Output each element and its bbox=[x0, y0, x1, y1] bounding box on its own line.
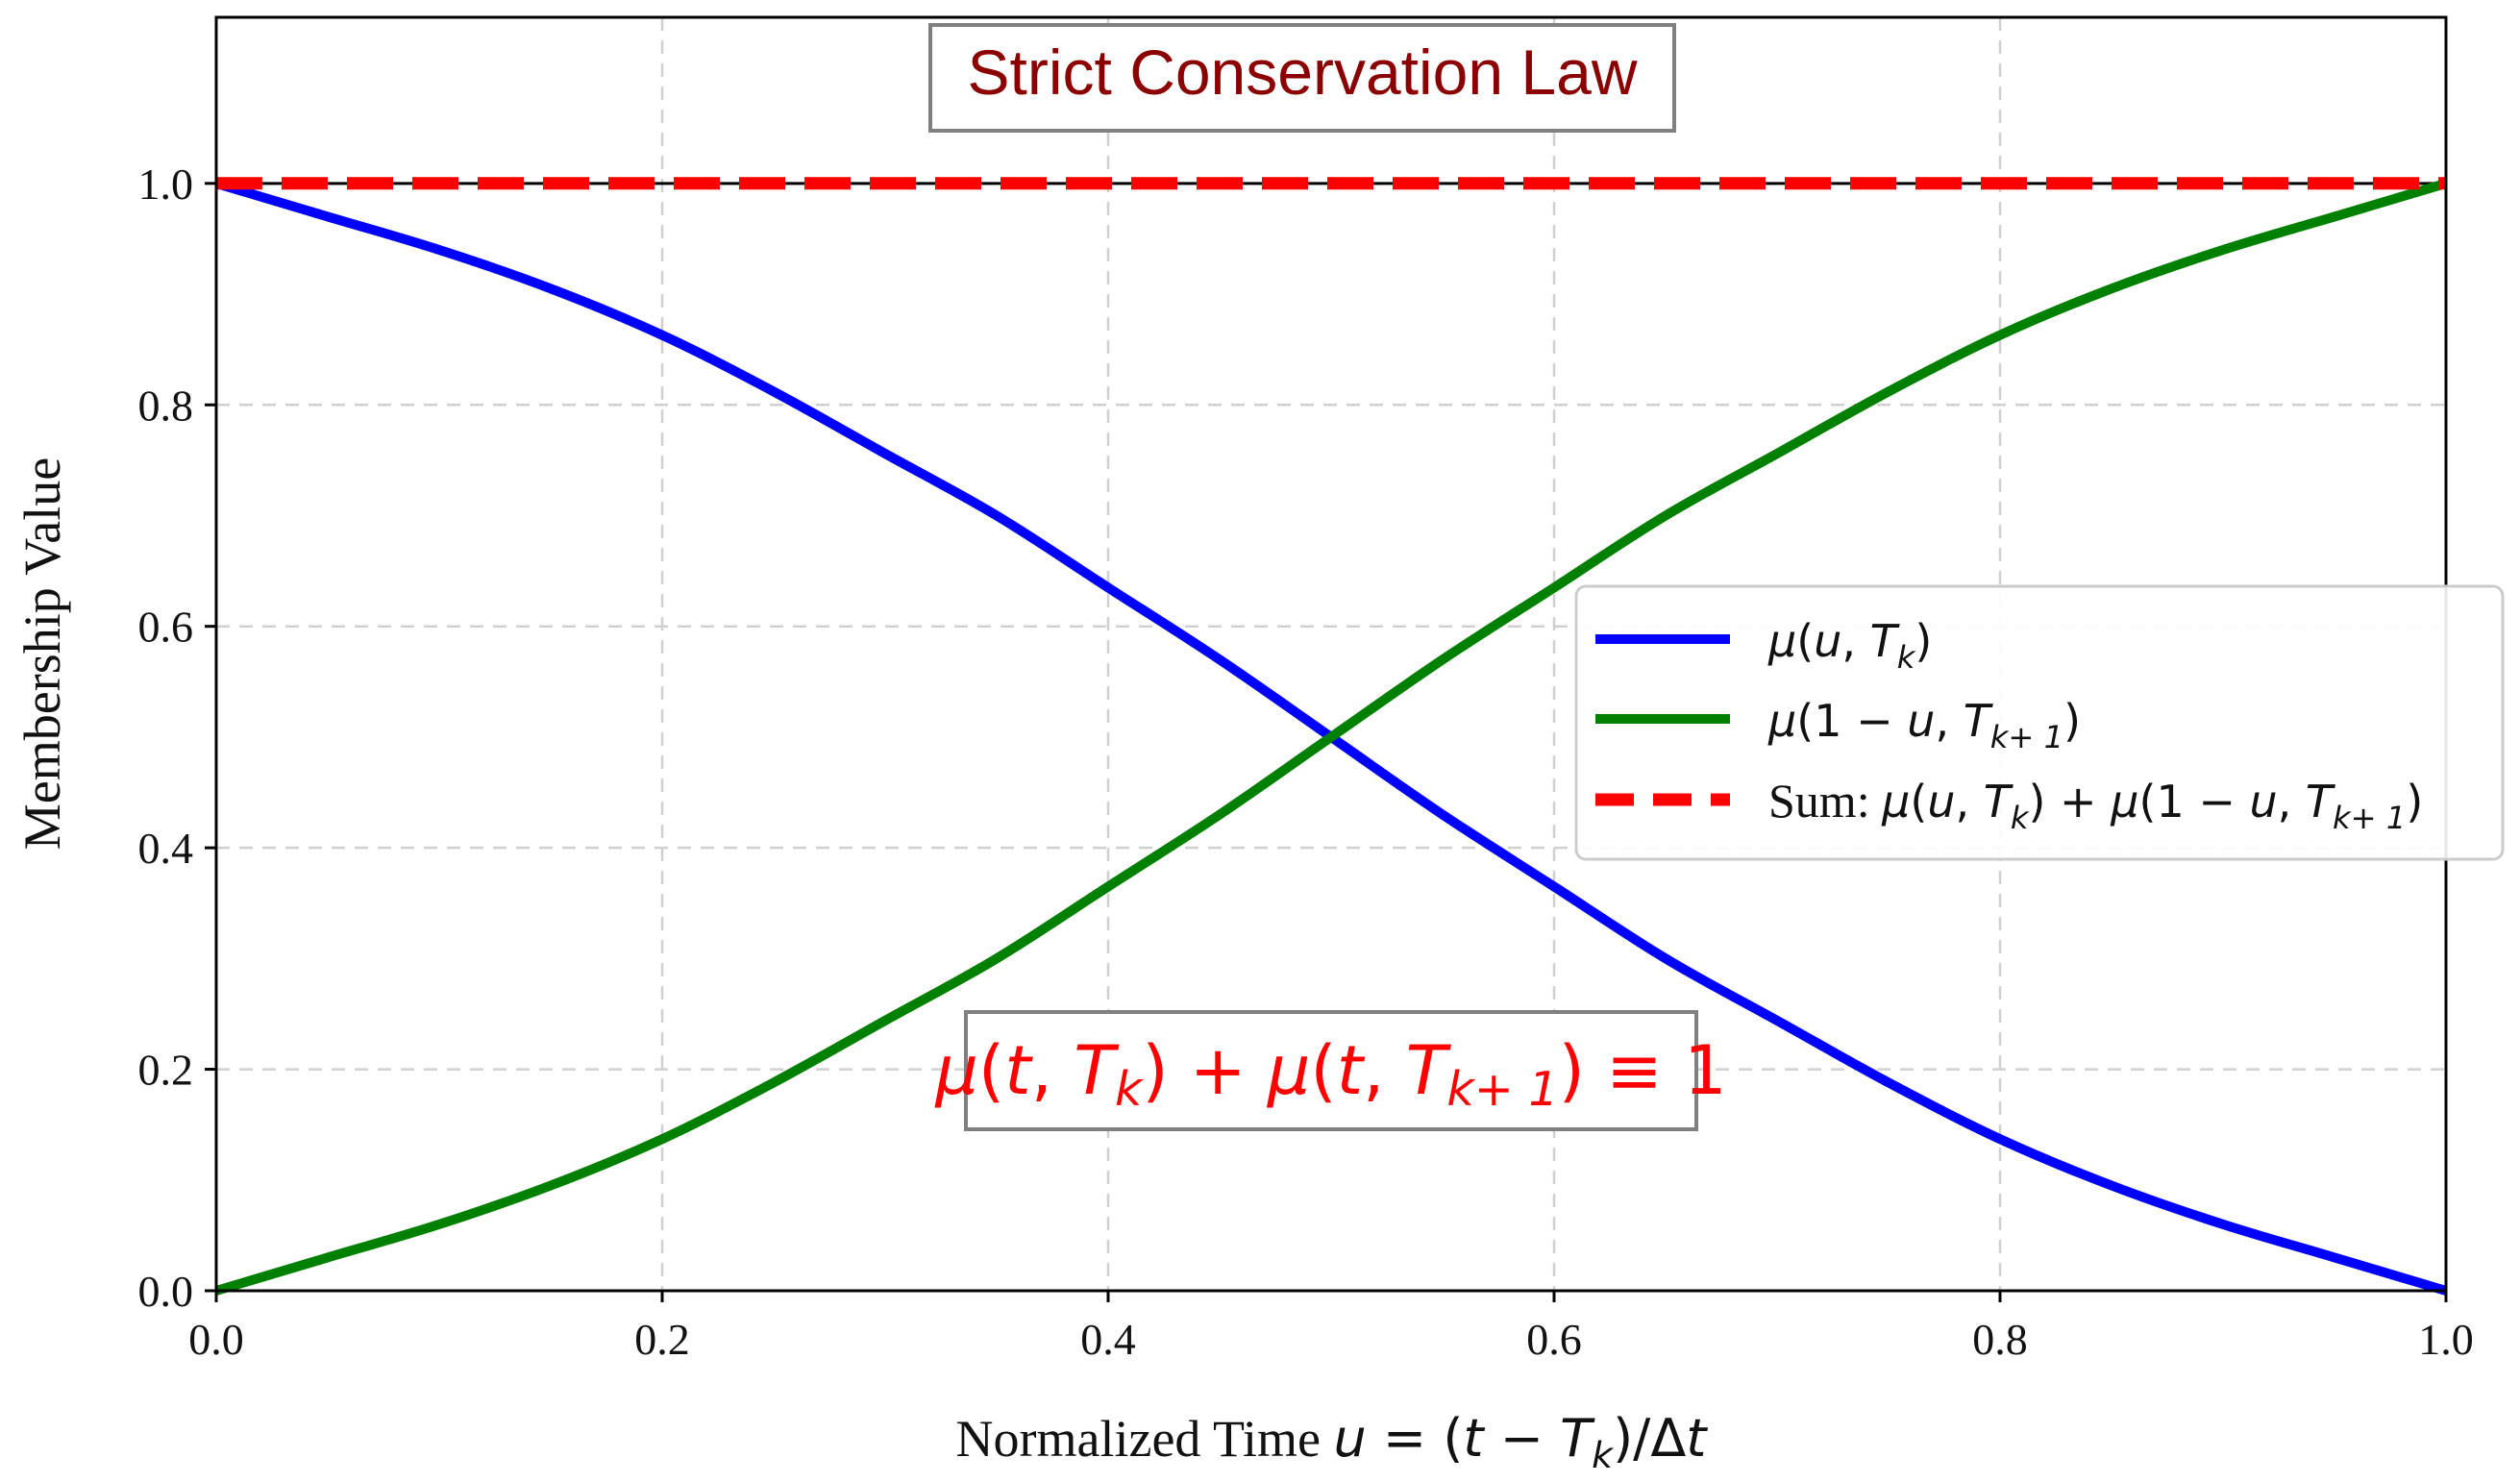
x-tick-label: 0.8 bbox=[1972, 1315, 2028, 1364]
plot-area bbox=[214, 177, 2448, 1296]
annotation-text: μ(t, Tk) + μ(t, Tk+ 1) ≡ 1 bbox=[934, 1031, 1726, 1117]
y-tick-label: 0.2 bbox=[138, 1046, 194, 1095]
title-frame bbox=[928, 23, 1676, 133]
legend: μ(u, Tk) μ(1 − u, Tk+ 1) Sum: μ(u, Tk) + μ… bbox=[1574, 584, 2505, 861]
chart-title: Strict Conservation Law bbox=[968, 37, 1638, 108]
legend-item-mu-1-minus-u: μ(1 − u, Tk+ 1) bbox=[1595, 695, 2081, 755]
x-tick-label: 0.4 bbox=[1080, 1315, 1136, 1364]
annotation-frame bbox=[964, 1010, 1698, 1131]
legend-label: Sum: μ(u, Tk) + μ(1 − u, Tk+ 1) bbox=[1768, 774, 2423, 836]
legend-frame bbox=[1574, 584, 2505, 861]
conservation-annotation: μ(t, Tk) + μ(t, Tk+ 1) ≡ 1 bbox=[934, 1010, 1727, 1131]
x-axis-ticks: 0.0 0.2 0.4 0.6 0.8 1.0 bbox=[188, 1291, 2474, 1364]
axes: 0.0 0.2 0.4 0.6 0.8 1.0 0.0 0.2 0.4 0.6 0.8 1.0 bbox=[138, 15, 2474, 1364]
y-axis-title: Membership Value bbox=[13, 457, 71, 850]
legend-item-mu-u-tk: μ(u, Tk) bbox=[1595, 615, 1932, 676]
x-tick-label: 0.0 bbox=[188, 1315, 244, 1364]
series-mu-1-minus-u-tk1-line bbox=[214, 179, 2448, 1296]
y-tick-label: 0.0 bbox=[138, 1267, 194, 1316]
x-tick-label: 0.2 bbox=[634, 1315, 690, 1364]
y-tick-label: 0.4 bbox=[138, 824, 194, 873]
legend-label: μ(1 − u, Tk+ 1) bbox=[1767, 695, 2081, 755]
chart-title-box: Strict Conservation Law bbox=[928, 23, 1676, 133]
x-tick-label: 1.0 bbox=[2418, 1315, 2474, 1364]
y-tick-label: 1.0 bbox=[138, 160, 194, 209]
y-tick-label: 0.8 bbox=[138, 381, 194, 430]
y-axis-ticks: 0.0 0.2 0.4 0.6 0.8 1.0 bbox=[138, 160, 216, 1316]
x-tick-label: 0.6 bbox=[1526, 1315, 1582, 1364]
y-tick-label: 0.6 bbox=[138, 603, 194, 652]
x-axis-title-text: Normalized Time u = (t − Tk)/Δt bbox=[956, 1408, 1709, 1476]
legend-item-sum: Sum: μ(u, Tk) + μ(1 − u, Tk+ 1) bbox=[1595, 774, 2423, 836]
legend-label: μ(u, Tk) bbox=[1767, 615, 1932, 676]
x-axis-title: Normalized Time u = (t − Tk)/Δt bbox=[956, 1408, 1709, 1476]
